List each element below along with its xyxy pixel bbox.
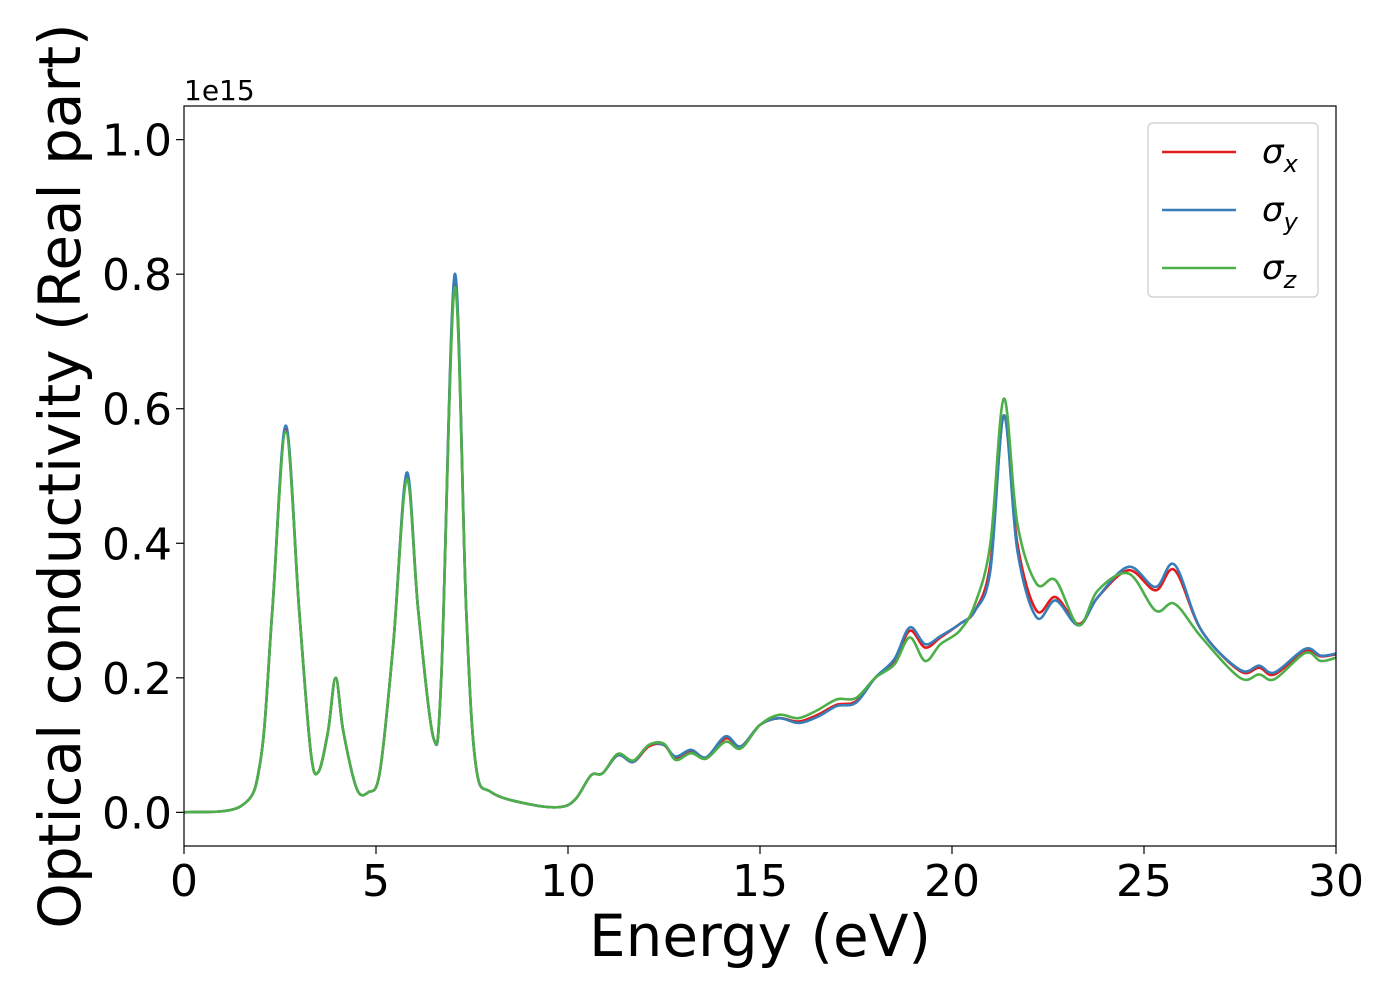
y-axis-label: Optical conductivity (Real part) (26, 23, 94, 928)
legend-symbol: σ (1262, 248, 1285, 288)
series-line-z (184, 286, 1336, 814)
y-tick-label: 0.2 (102, 654, 172, 705)
legend-symbol: σ (1262, 132, 1285, 172)
y-tick-label: 0.6 (102, 385, 172, 436)
x-tick-label: 30 (1308, 856, 1364, 907)
legend-symbol: σ (1262, 190, 1285, 230)
x-tick-label: 10 (540, 856, 596, 907)
legend-label-x: σx (1262, 132, 1299, 178)
x-tick-label: 15 (732, 856, 788, 907)
y-tick-label: 1.0 (102, 116, 172, 167)
series-line-y (184, 272, 1336, 814)
x-axis: 0 5 10 15 20 25 30 (170, 846, 1364, 907)
legend-subscript: y (1283, 208, 1299, 236)
y-tick-label: 0.4 (102, 519, 172, 570)
x-tick-label: 25 (1116, 856, 1172, 907)
legend-label-y: σy (1262, 190, 1299, 236)
legend-label-z: σz (1262, 248, 1298, 294)
x-tick-label: 0 (170, 856, 198, 907)
series-layer (184, 272, 1336, 814)
x-tick-label: 5 (362, 856, 390, 907)
y-tick-label: 0.8 (102, 250, 172, 301)
series-line-x (184, 279, 1336, 814)
legend-subscript: z (1283, 266, 1298, 294)
y-offset-label: 1e15 (184, 74, 255, 107)
y-tick-label: 0.0 (102, 788, 172, 839)
x-axis-label: Energy (eV) (589, 902, 931, 970)
y-axis: 0.0 0.2 0.4 0.6 0.8 1.0 (102, 116, 184, 839)
x-tick-label: 20 (924, 856, 980, 907)
legend-subscript: x (1283, 150, 1299, 178)
